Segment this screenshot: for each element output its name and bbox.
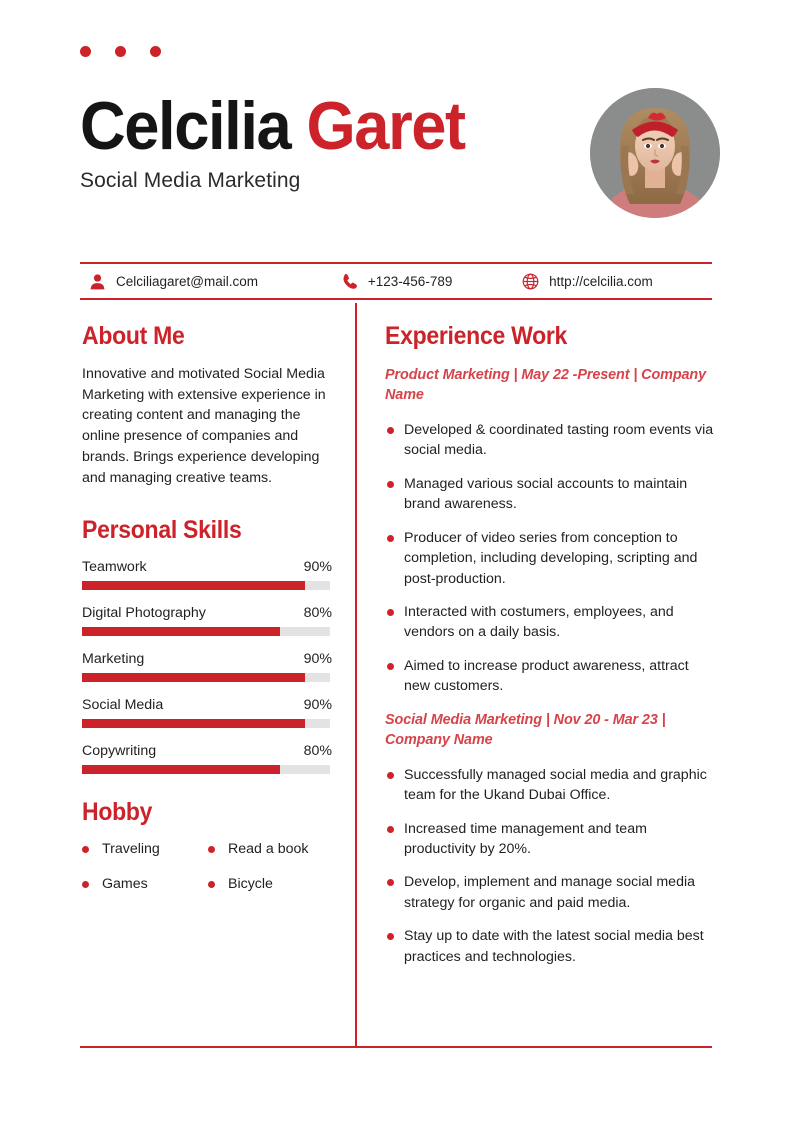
full-name: Celcilia Garet bbox=[80, 92, 466, 160]
skill-label: Teamwork bbox=[82, 559, 147, 576]
decorative-dots bbox=[80, 46, 161, 57]
skills-section: Personal Skills Teamwork 90% Digital Pho… bbox=[82, 516, 332, 775]
skill-item: Marketing 90% bbox=[82, 651, 332, 683]
about-title: About Me bbox=[82, 322, 185, 350]
job-meta: Social Media Marketing | Nov 20 - Mar 23… bbox=[385, 711, 666, 749]
job-bullet: Develop, implement and manage social med… bbox=[385, 872, 715, 913]
right-column: Experience Work Product Marketing | May … bbox=[385, 322, 715, 980]
job-bullet: Managed various social accounts to maint… bbox=[385, 474, 715, 515]
contact-phone-text: +123-456-789 bbox=[367, 273, 453, 289]
experience-title: Experience Work bbox=[385, 322, 568, 350]
experience-job: Product Marketing | May 22 -Present | Co… bbox=[385, 365, 715, 697]
job-bullet: Aimed to increase product awareness, att… bbox=[385, 656, 715, 697]
job-bullet: Interacted with costumers, employees, an… bbox=[385, 602, 715, 643]
skill-item: Digital Photography 80% bbox=[82, 605, 332, 637]
user-icon bbox=[90, 273, 105, 289]
hobby-grid: Traveling Read a book Games Bicycle bbox=[82, 841, 332, 892]
dot-icon bbox=[80, 46, 91, 57]
footer-rule bbox=[80, 1046, 712, 1048]
contact-website-text: http://celcilia.com bbox=[549, 273, 653, 289]
skill-track bbox=[82, 627, 330, 637]
job-bullet: Developed & coordinated tasting room eve… bbox=[385, 420, 715, 461]
skill-fill bbox=[82, 581, 306, 591]
skill-track bbox=[82, 673, 330, 683]
job-bullets: Developed & coordinated tasting room eve… bbox=[385, 420, 715, 697]
skill-item: Social Media 90% bbox=[82, 697, 332, 729]
job-meta: Product Marketing | May 22 -Present | Co… bbox=[385, 367, 707, 404]
skill-percent: 90% bbox=[303, 559, 332, 576]
experience-job: Social Media Marketing | Nov 20 - Mar 23… bbox=[385, 710, 715, 967]
job-bullet: Increased time management and team produ… bbox=[385, 819, 715, 860]
skill-percent: 90% bbox=[303, 697, 332, 714]
dot-icon bbox=[150, 46, 161, 57]
first-name: Celcilia bbox=[80, 88, 292, 164]
skill-fill bbox=[82, 673, 306, 683]
skill-label: Digital Photography bbox=[82, 605, 206, 622]
column-divider bbox=[355, 303, 357, 1048]
hobby-item: Bicycle bbox=[208, 876, 334, 892]
avatar bbox=[590, 88, 720, 218]
bullet-dot-icon bbox=[208, 880, 215, 888]
contact-website[interactable]: http://celcilia.com bbox=[521, 272, 712, 291]
hobby-item: Games bbox=[82, 876, 208, 892]
hobby-item: Read a book bbox=[208, 841, 334, 857]
about-section: About Me Innovative and motivated Social… bbox=[82, 322, 332, 488]
skills-title: Personal Skills bbox=[82, 516, 242, 545]
skill-track bbox=[82, 719, 330, 729]
skill-fill bbox=[82, 627, 281, 637]
skill-label: Marketing bbox=[82, 651, 145, 668]
job-bullet: Producer of video series from conception… bbox=[385, 528, 715, 589]
hobby-section: Hobby Traveling Read a book Games Bicycl… bbox=[82, 798, 332, 892]
job-bullet: Stay up to date with the latest social m… bbox=[385, 926, 715, 967]
skill-item: Copywriting 80% bbox=[82, 743, 332, 775]
name-block: Celcilia Garet Social Media Marketing bbox=[80, 88, 494, 193]
job-role: Social Media Marketing bbox=[80, 168, 301, 192]
contact-phone[interactable]: +123-456-789 bbox=[340, 272, 521, 291]
skill-percent: 80% bbox=[303, 605, 332, 622]
job-bullets: Successfully managed social media and gr… bbox=[385, 765, 715, 968]
phone-icon bbox=[343, 273, 357, 289]
globe-icon bbox=[522, 273, 539, 289]
job-bullet: Successfully managed social media and gr… bbox=[385, 765, 715, 806]
hobby-label: Read a book bbox=[228, 841, 309, 858]
skill-percent: 80% bbox=[303, 743, 332, 760]
contact-email-text: Celciliagaret@mail.com bbox=[116, 273, 258, 289]
skill-track bbox=[82, 765, 330, 775]
left-column: About Me Innovative and motivated Social… bbox=[82, 322, 332, 892]
skill-fill bbox=[82, 765, 281, 775]
portrait-photo-icon bbox=[590, 88, 720, 218]
hobby-label: Games bbox=[102, 876, 148, 893]
hobby-item: Traveling bbox=[82, 841, 208, 857]
dot-icon bbox=[115, 46, 126, 57]
bullet-dot-icon bbox=[82, 845, 89, 853]
skill-item: Teamwork 90% bbox=[82, 559, 332, 591]
last-name: Garet bbox=[306, 88, 466, 164]
skill-label: Social Media bbox=[82, 697, 164, 714]
contact-bar: Celciliagaret@mail.com +123-456-789 http… bbox=[80, 262, 712, 300]
hobby-label: Bicycle bbox=[228, 876, 273, 893]
skill-fill bbox=[82, 719, 306, 729]
bullet-dot-icon bbox=[208, 845, 215, 853]
skill-label: Copywriting bbox=[82, 743, 157, 760]
skill-track bbox=[82, 581, 330, 591]
hobby-title: Hobby bbox=[82, 798, 153, 827]
hobby-label: Traveling bbox=[102, 841, 160, 858]
bullet-dot-icon bbox=[82, 880, 89, 888]
about-body: Innovative and motivated Social Media Ma… bbox=[82, 366, 326, 486]
contact-email[interactable]: Celciliagaret@mail.com bbox=[80, 272, 340, 291]
skill-percent: 90% bbox=[303, 651, 332, 668]
resume-header: Celcilia Garet Social Media Marketing bbox=[80, 88, 720, 218]
